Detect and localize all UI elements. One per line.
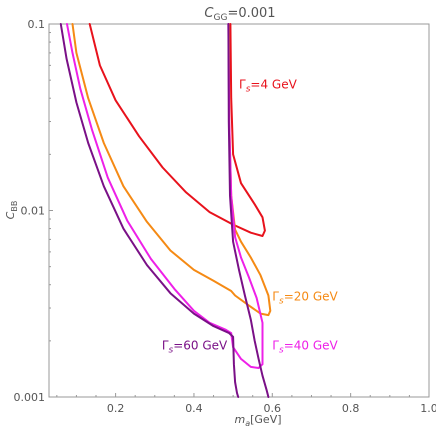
y-axis-label-sub: BB <box>10 201 19 212</box>
curve-label-rest: =40 GeV <box>284 338 339 352</box>
curve-4 <box>227 23 270 398</box>
curve-label-2: Γs=40 GeV <box>272 338 338 355</box>
x-tick-label: 0.8 <box>342 402 360 415</box>
curve-label-sub: s <box>169 345 174 355</box>
curve-1 <box>71 23 272 317</box>
chart-title: CGG=0.001 <box>204 6 275 23</box>
y-axis-label-main: C <box>4 211 17 219</box>
curve-0 <box>88 23 266 237</box>
curve-label-rest: =20 GeV <box>284 289 339 303</box>
curve-label-gamma: Γ <box>239 78 246 92</box>
y-tick-label: 0.01 <box>21 205 46 218</box>
x-tick-label: 0.2 <box>107 402 125 415</box>
x-axis-label: ma[GeV] <box>234 413 281 428</box>
curve-label-sub: s <box>246 85 251 95</box>
x-tick-label: 0.6 <box>264 402 282 415</box>
curves <box>59 23 272 398</box>
curve-3 <box>59 23 240 398</box>
chart-title-sub: GG <box>214 13 228 23</box>
y-axis-ticks: 0.001 0.01 0.1 <box>14 18 53 404</box>
y-axis-label: CBB <box>4 201 19 220</box>
chart-title-value: =0.001 <box>227 6 275 21</box>
x-tick-label: 1.0 <box>420 402 436 415</box>
y-tick-label: 0.1 <box>28 18 46 31</box>
curve-label-gamma: Γ <box>272 289 279 303</box>
curve-label-0: Γs=4 GeV <box>239 78 298 95</box>
x-axis-label-sub: a <box>245 419 250 428</box>
curve-label-sub: s <box>279 345 284 355</box>
curve-label-gamma: Γ <box>162 338 169 352</box>
curve-label-1: Γs=20 GeV <box>272 289 338 306</box>
curve-label-rest: =4 GeV <box>250 78 297 92</box>
x-tick-label: 0.4 <box>185 402 203 415</box>
y-tick-label: 0.001 <box>14 391 46 404</box>
x-axis-label-main: m <box>234 413 245 426</box>
curve-label-gamma: Γ <box>272 338 279 352</box>
curve-label-rest: =60 GeV <box>173 338 228 352</box>
x-axis-ticks: 0.2 0.4 0.6 0.8 1.0 <box>56 393 436 415</box>
chart-title-main: C <box>204 6 214 21</box>
curve-2 <box>66 23 264 369</box>
curve-label-sub: s <box>279 296 284 306</box>
curve-label-3: Γs=60 GeV <box>162 338 228 355</box>
x-axis-label-unit: [GeV] <box>250 413 281 426</box>
